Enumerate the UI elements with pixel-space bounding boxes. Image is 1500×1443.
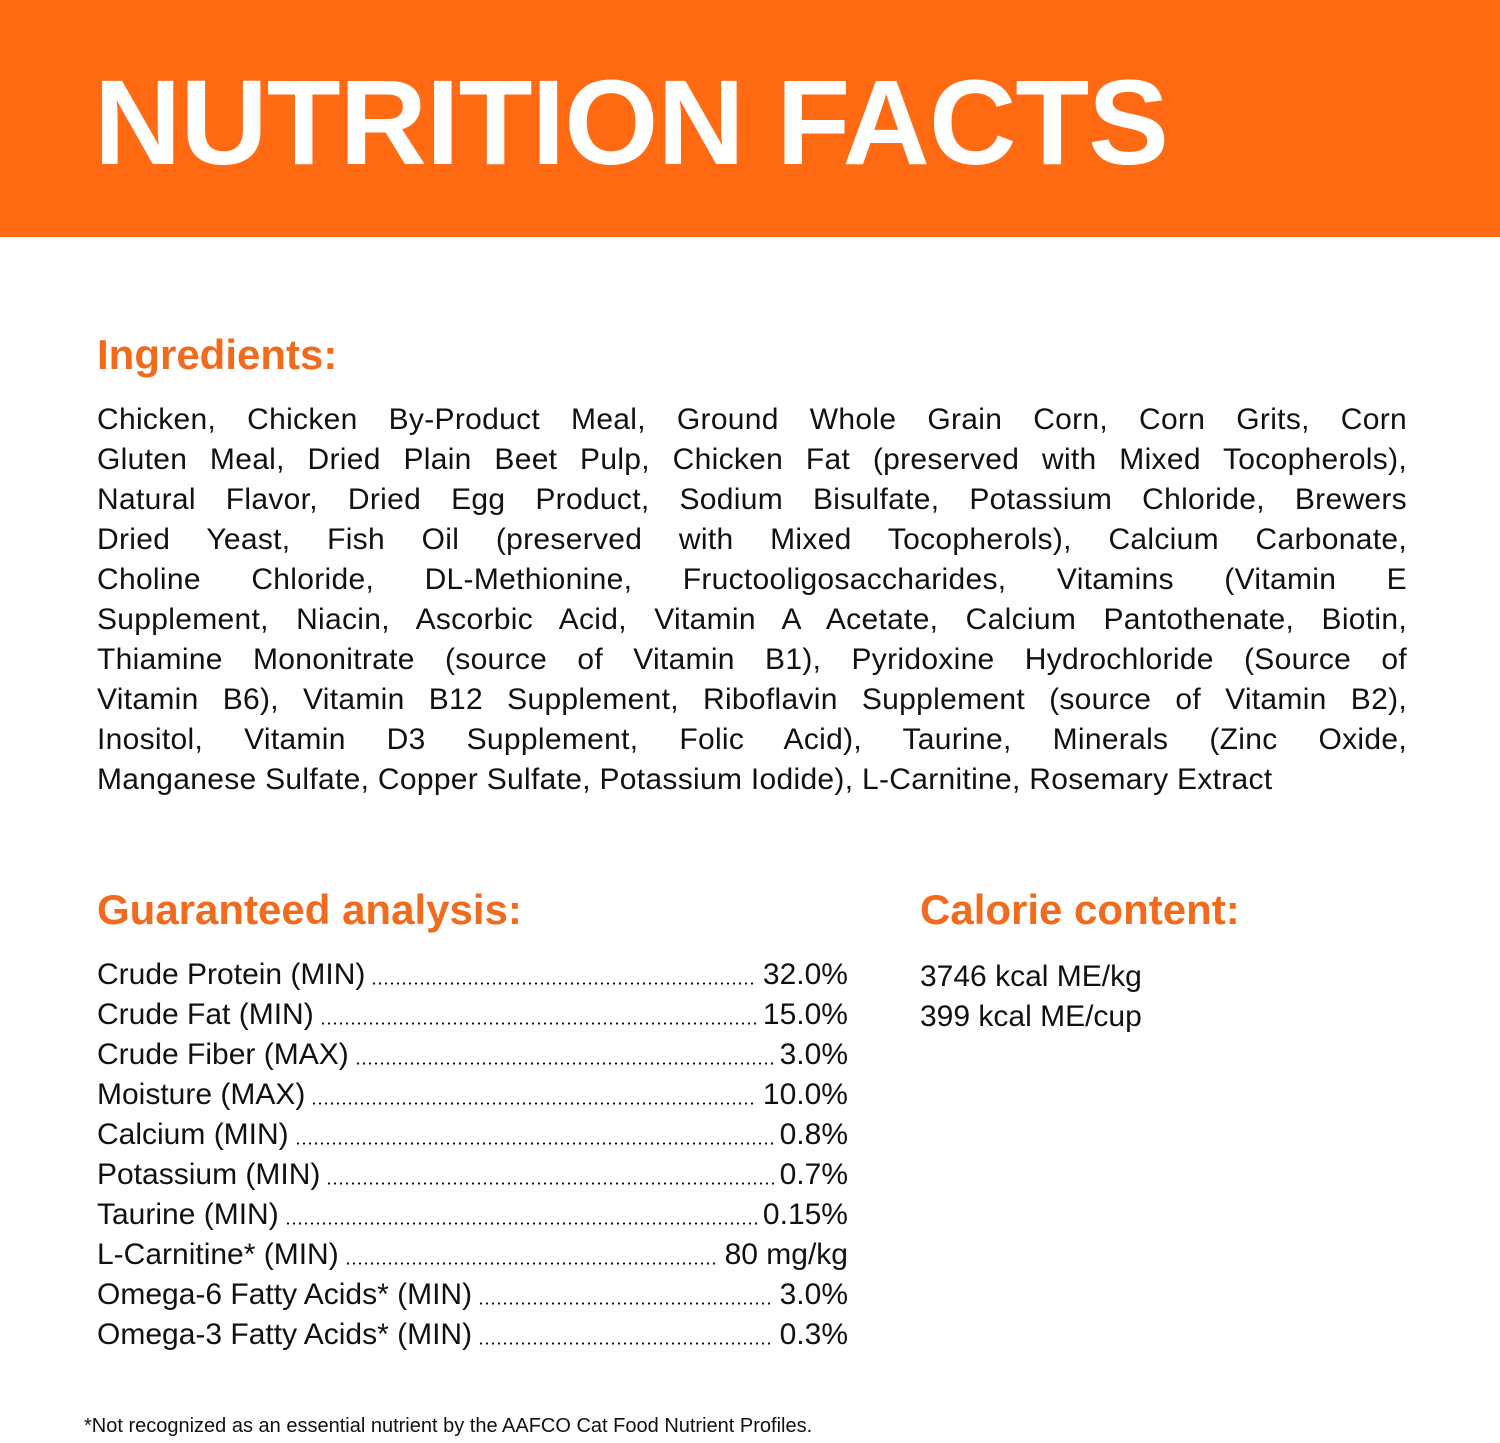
ingredients-heading: Ingredients: [97, 331, 338, 378]
nutrient-label: Omega-3 Fatty Acids* (MIN) [97, 1318, 473, 1351]
analysis-row: Calcium (MIN) 0.8% [97, 1115, 848, 1155]
dot-leader [284, 1222, 757, 1225]
nutrient-label: Crude Fiber (MAX) [97, 1038, 349, 1071]
dot-leader [478, 1302, 774, 1305]
analysis-row: Crude Fat (MIN) 15.0% [97, 995, 848, 1035]
nutrient-label: Omega-6 Fatty Acids* (MIN) [97, 1278, 473, 1311]
dot-leader [326, 1182, 774, 1185]
nutrient-value: 0.7% [779, 1158, 848, 1191]
analysis-row: Potassium (MIN) 0.7% [97, 1155, 848, 1195]
ingredients-list: Chicken, Chicken By-Product Meal, Ground… [97, 400, 1407, 800]
dot-leader [311, 1102, 757, 1105]
analysis-row: Omega-6 Fatty Acids* (MIN) 3.0% [97, 1275, 848, 1315]
header-banner: NUTRITION FACTS [0, 0, 1500, 237]
nutrient-label: Calcium (MIN) [97, 1118, 289, 1151]
analysis-row: Crude Protein (MIN) 32.0% [97, 955, 848, 995]
nutrient-value: 10.0% [762, 1078, 848, 1111]
ingredients-line: Dried Yeast, Fish Oil (preserved with Mi… [97, 523, 1407, 556]
analysis-row: Crude Fiber (MAX) 3.0% [97, 1035, 848, 1075]
nutrient-value: 0.15% [762, 1198, 848, 1231]
analysis-heading: Guaranteed analysis: [97, 886, 522, 933]
analysis-row: Omega-3 Fatty Acids* (MIN) 0.3% [97, 1315, 848, 1355]
calorie-content: 3746 kcal ME/kg 399 kcal ME/cup [920, 957, 1142, 1037]
analysis-row: Moisture (MAX) 10.0% [97, 1075, 848, 1115]
ingredients-line: Choline Chloride, DL-Methionine, Fructoo… [97, 563, 1407, 596]
page-title: NUTRITION FACTS [94, 54, 1169, 190]
calorie-per-cup: 399 kcal ME/cup [920, 1000, 1142, 1033]
ingredients-line: Chicken, Chicken By-Product Meal, Ground… [97, 403, 1407, 436]
dot-leader [344, 1262, 719, 1265]
nutrient-value: 32.0% [762, 958, 848, 991]
ingredients-line: Thiamine Mononitrate (source of Vitamin … [97, 643, 1407, 676]
dot-leader [371, 982, 757, 985]
nutrient-label: Potassium (MIN) [97, 1158, 321, 1191]
nutrient-value: 0.3% [779, 1318, 848, 1351]
nutrient-value: 3.0% [779, 1038, 848, 1071]
calorie-per-kg: 3746 kcal ME/kg [920, 960, 1142, 993]
calorie-heading: Calorie content: [920, 886, 1240, 933]
nutrient-value: 0.8% [779, 1118, 848, 1151]
nutrient-label: Crude Protein (MIN) [97, 958, 366, 991]
analysis-row: Taurine (MIN) 0.15% [97, 1195, 848, 1235]
nutrient-value: 3.0% [779, 1278, 848, 1311]
ingredients-line: Inositol, Vitamin D3 Supplement, Folic A… [97, 723, 1407, 756]
ingredients-line: Manganese Sulfate, Copper Sulfate, Potas… [97, 763, 1273, 796]
nutrient-value: 15.0% [762, 998, 848, 1031]
analysis-table: Crude Protein (MIN) 32.0% Crude Fat (MIN) 1… [97, 955, 848, 1355]
nutrient-label: Crude Fat (MIN) [97, 998, 314, 1031]
dot-leader [319, 1022, 757, 1025]
nutrient-value: 80 mg/kg [724, 1238, 848, 1271]
ingredients-line: Gluten Meal, Dried Plain Beet Pulp, Chic… [97, 443, 1407, 476]
nutrient-label: Taurine (MIN) [97, 1198, 279, 1231]
dot-leader [478, 1342, 774, 1345]
footnote: *Not recognized as an essential nutrient… [84, 1415, 813, 1437]
dot-leader [294, 1142, 774, 1145]
ingredients-line: Natural Flavor, Dried Egg Product, Sodiu… [97, 483, 1407, 516]
nutrient-label: Moisture (MAX) [97, 1078, 306, 1111]
ingredients-line: Supplement, Niacin, Ascorbic Acid, Vitam… [97, 603, 1407, 636]
dot-leader [354, 1062, 774, 1065]
nutrient-label: L-Carnitine* (MIN) [97, 1238, 339, 1271]
ingredients-line: Vitamin B6), Vitamin B12 Supplement, Rib… [97, 683, 1407, 716]
analysis-row: L-Carnitine* (MIN) 80 mg/kg [97, 1235, 848, 1275]
